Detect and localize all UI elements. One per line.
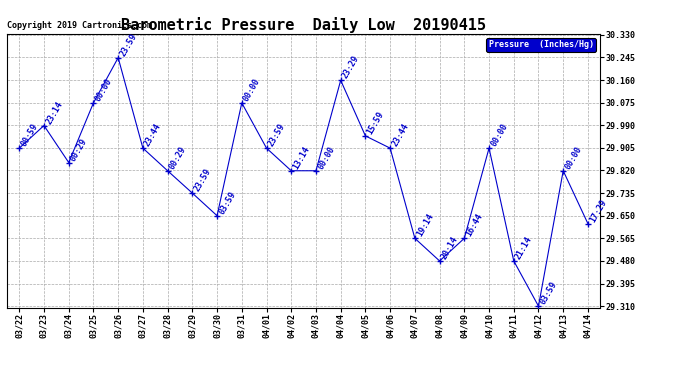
Text: 13:14: 13:14 [291, 145, 311, 171]
Text: 00:29: 00:29 [69, 136, 89, 162]
Legend: Pressure  (Inches/Hg): Pressure (Inches/Hg) [486, 38, 596, 52]
Text: 23:59: 23:59 [193, 167, 213, 193]
Text: 00:00: 00:00 [93, 77, 114, 103]
Text: 23:29: 23:29 [341, 54, 361, 80]
Text: 17:29: 17:29 [588, 198, 608, 224]
Text: 20:14: 20:14 [440, 235, 460, 261]
Text: Copyright 2019 Cartronics.com: Copyright 2019 Cartronics.com [7, 21, 152, 30]
Text: 00:00: 00:00 [316, 145, 336, 171]
Text: 03:59: 03:59 [538, 280, 559, 306]
Text: 16:44: 16:44 [464, 212, 484, 238]
Text: 23:59: 23:59 [118, 32, 139, 58]
Text: 00:00: 00:00 [489, 122, 509, 148]
Text: 15:59: 15:59 [366, 110, 386, 136]
Text: 23:44: 23:44 [143, 122, 163, 148]
Text: 00:59: 00:59 [19, 122, 39, 148]
Text: 23:14: 23:14 [44, 99, 64, 126]
Text: 21:14: 21:14 [514, 235, 534, 261]
Text: 03:59: 03:59 [217, 190, 237, 216]
Title: Barometric Pressure  Daily Low  20190415: Barometric Pressure Daily Low 20190415 [121, 16, 486, 33]
Text: 00:00: 00:00 [241, 77, 262, 103]
Text: 19:14: 19:14 [415, 212, 435, 238]
Text: 00:00: 00:00 [563, 145, 584, 171]
Text: 23:59: 23:59 [266, 122, 287, 148]
Text: 00:29: 00:29 [168, 145, 188, 171]
Text: 23:44: 23:44 [390, 122, 411, 148]
